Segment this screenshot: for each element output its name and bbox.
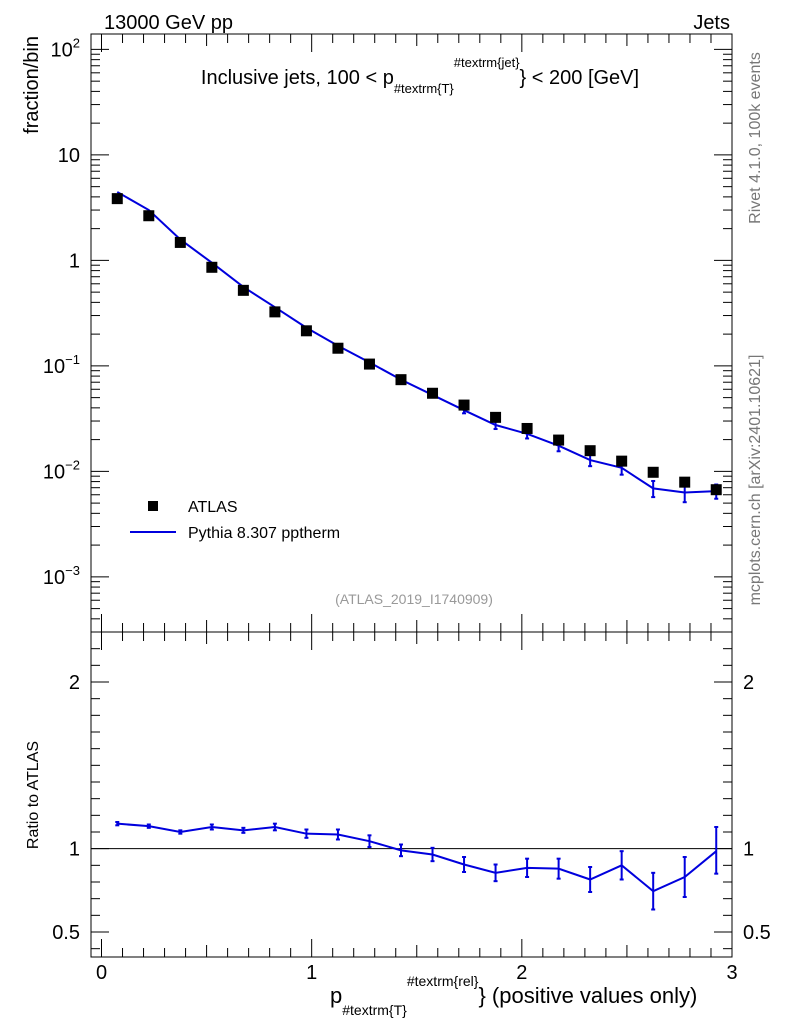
ratio-y-axis-label: Ratio to ATLAS [25,741,42,849]
main-y-tick-label: 10−1 [43,352,80,378]
atlas-data-point [584,445,596,457]
atlas-data-point [616,455,628,467]
atlas-data-point [395,374,407,386]
x-label-post: } (positive values only) [478,983,697,1008]
ratio-y-tick-label-left: 1 [69,839,80,861]
atlas-data-point [143,210,155,222]
main-mc-series [116,191,719,504]
ratio-x-ticks: 0 1 2 3 [96,632,738,984]
main-title-post: } < 200 [GeV] [520,67,640,89]
mcplots-url-label: mcplots.cern.ch [arXiv:2401.10621] [747,355,764,606]
atlas-data-point [490,411,502,423]
ratio-x-tick-label: 0 [96,962,107,984]
analysis-id-label: (ATLAS_2019_I1740909) [335,591,493,607]
atlas-data-point [300,325,312,337]
legend: ATLAS Pythia 8.307 pptherm [130,499,340,542]
main-x-ticks [101,34,733,632]
ratio-y-ticks: 0.5 0.5 1 1 2 2 [52,648,771,950]
tick-base: 10 [43,461,65,483]
ratio-mc-series [115,821,719,911]
atlas-data-point [174,236,186,248]
energy-label: 13000 GeV pp [104,12,233,34]
atlas-data-point [647,466,659,478]
main-data-series [111,193,722,496]
atlas-data-point [458,399,470,411]
main-y-tick-label: 1 [69,250,80,272]
ratio-x-tick-label: 3 [726,962,737,984]
tick-exponent: −2 [65,457,80,472]
atlas-data-point [521,422,533,434]
legend-marker-atlas [148,501,158,511]
rivet-version-label: Rivet 4.1.0, 100k events [747,52,764,224]
main-title: Inclusive jets, 100 < p#textrm{T} #textrm… [201,55,639,96]
tick-exponent: 2 [73,35,80,50]
main-title-sub: #textrm{T} [394,81,455,96]
atlas-data-point [363,358,375,370]
tick-exponent: −3 [65,563,80,578]
ratio-x-tick-label: 2 [516,962,527,984]
ratio-x-tick-label: 1 [306,962,317,984]
x-label-pre: p [330,983,342,1008]
tick-exponent: −1 [65,352,80,367]
legend-label-mc: Pythia 8.307 pptherm [188,525,340,542]
process-label: Jets [693,12,730,34]
atlas-data-point [269,306,281,318]
ratio-mc-line [117,822,717,893]
tick-base: 10 [43,567,65,589]
atlas-data-point [679,476,691,488]
main-y-tick-label: 10 [58,145,80,167]
main-title-sup: #textrm{jet} [454,55,520,70]
atlas-data-point [332,342,344,354]
mc-line [116,191,717,494]
main-y-tick-label: 102 [51,35,80,61]
x-axis-label: p#textrm{T}#textrm{rel}} (positive value… [330,973,697,1018]
atlas-data-point [427,387,439,399]
ratio-y-tick-label-right: 0.5 [743,922,771,944]
legend-label-atlas: ATLAS [188,499,238,516]
ratio-y-tick-label-right: 1 [743,839,754,861]
atlas-data-point [710,484,722,496]
main-panel-frame [90,33,733,633]
ratio-y-tick-label-left: 2 [69,672,80,694]
atlas-data-point [237,284,249,296]
ratio-panel-frame [90,631,733,958]
x-label-sup: #textrm{rel} [407,973,479,989]
main-y-axis-label: fraction/bin [21,36,43,134]
atlas-data-point [111,193,123,205]
atlas-data-point [206,261,218,273]
main-y-tick-label: 10−2 [43,457,80,483]
ratio-y-tick-label-left: 0.5 [52,922,80,944]
main-y-tick-label: 10−3 [43,563,80,589]
main-title-pre: Inclusive jets, 100 < p [201,67,394,89]
ratio-y-tick-label-right: 2 [743,672,754,694]
x-label-sub: #textrm{T} [342,1002,407,1018]
tick-base: 10 [43,356,65,378]
atlas-data-point [553,434,565,446]
tick-base: 10 [51,39,73,61]
